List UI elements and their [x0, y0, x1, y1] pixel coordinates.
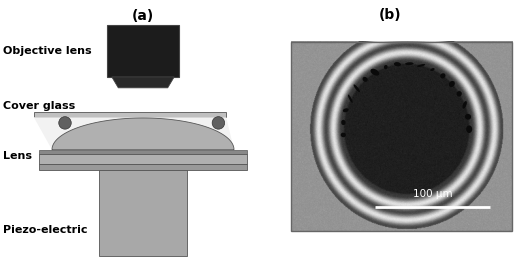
Text: (a): (a) [132, 9, 154, 23]
Ellipse shape [341, 120, 346, 125]
Bar [39, 150, 247, 154]
Bar [99, 170, 187, 256]
Polygon shape [34, 117, 234, 150]
Ellipse shape [348, 95, 353, 103]
Ellipse shape [341, 133, 346, 137]
Circle shape [59, 117, 71, 129]
Ellipse shape [457, 91, 462, 97]
Text: Lens: Lens [3, 151, 32, 161]
Text: 100 μm: 100 μm [413, 189, 452, 199]
Ellipse shape [354, 84, 360, 92]
Ellipse shape [449, 81, 455, 87]
Text: Cover glass: Cover glass [3, 101, 75, 111]
Ellipse shape [362, 77, 368, 82]
Ellipse shape [394, 62, 401, 66]
Text: Piezo-electric: Piezo-electric [3, 225, 87, 235]
Text: Objective lens: Objective lens [3, 46, 91, 56]
Ellipse shape [371, 69, 379, 76]
Ellipse shape [405, 62, 413, 65]
Ellipse shape [431, 68, 435, 71]
Bar [39, 164, 247, 170]
Ellipse shape [384, 65, 387, 69]
Bar [291, 42, 512, 231]
Ellipse shape [343, 108, 348, 112]
Text: (b): (b) [379, 8, 401, 22]
Bar [107, 25, 179, 77]
Circle shape [212, 117, 225, 129]
Ellipse shape [462, 101, 467, 109]
Bar [34, 112, 226, 117]
Ellipse shape [417, 64, 425, 67]
Ellipse shape [440, 73, 446, 78]
Polygon shape [112, 77, 174, 88]
Polygon shape [52, 118, 234, 150]
Bar [39, 154, 247, 164]
Ellipse shape [466, 125, 472, 133]
Ellipse shape [465, 114, 471, 120]
